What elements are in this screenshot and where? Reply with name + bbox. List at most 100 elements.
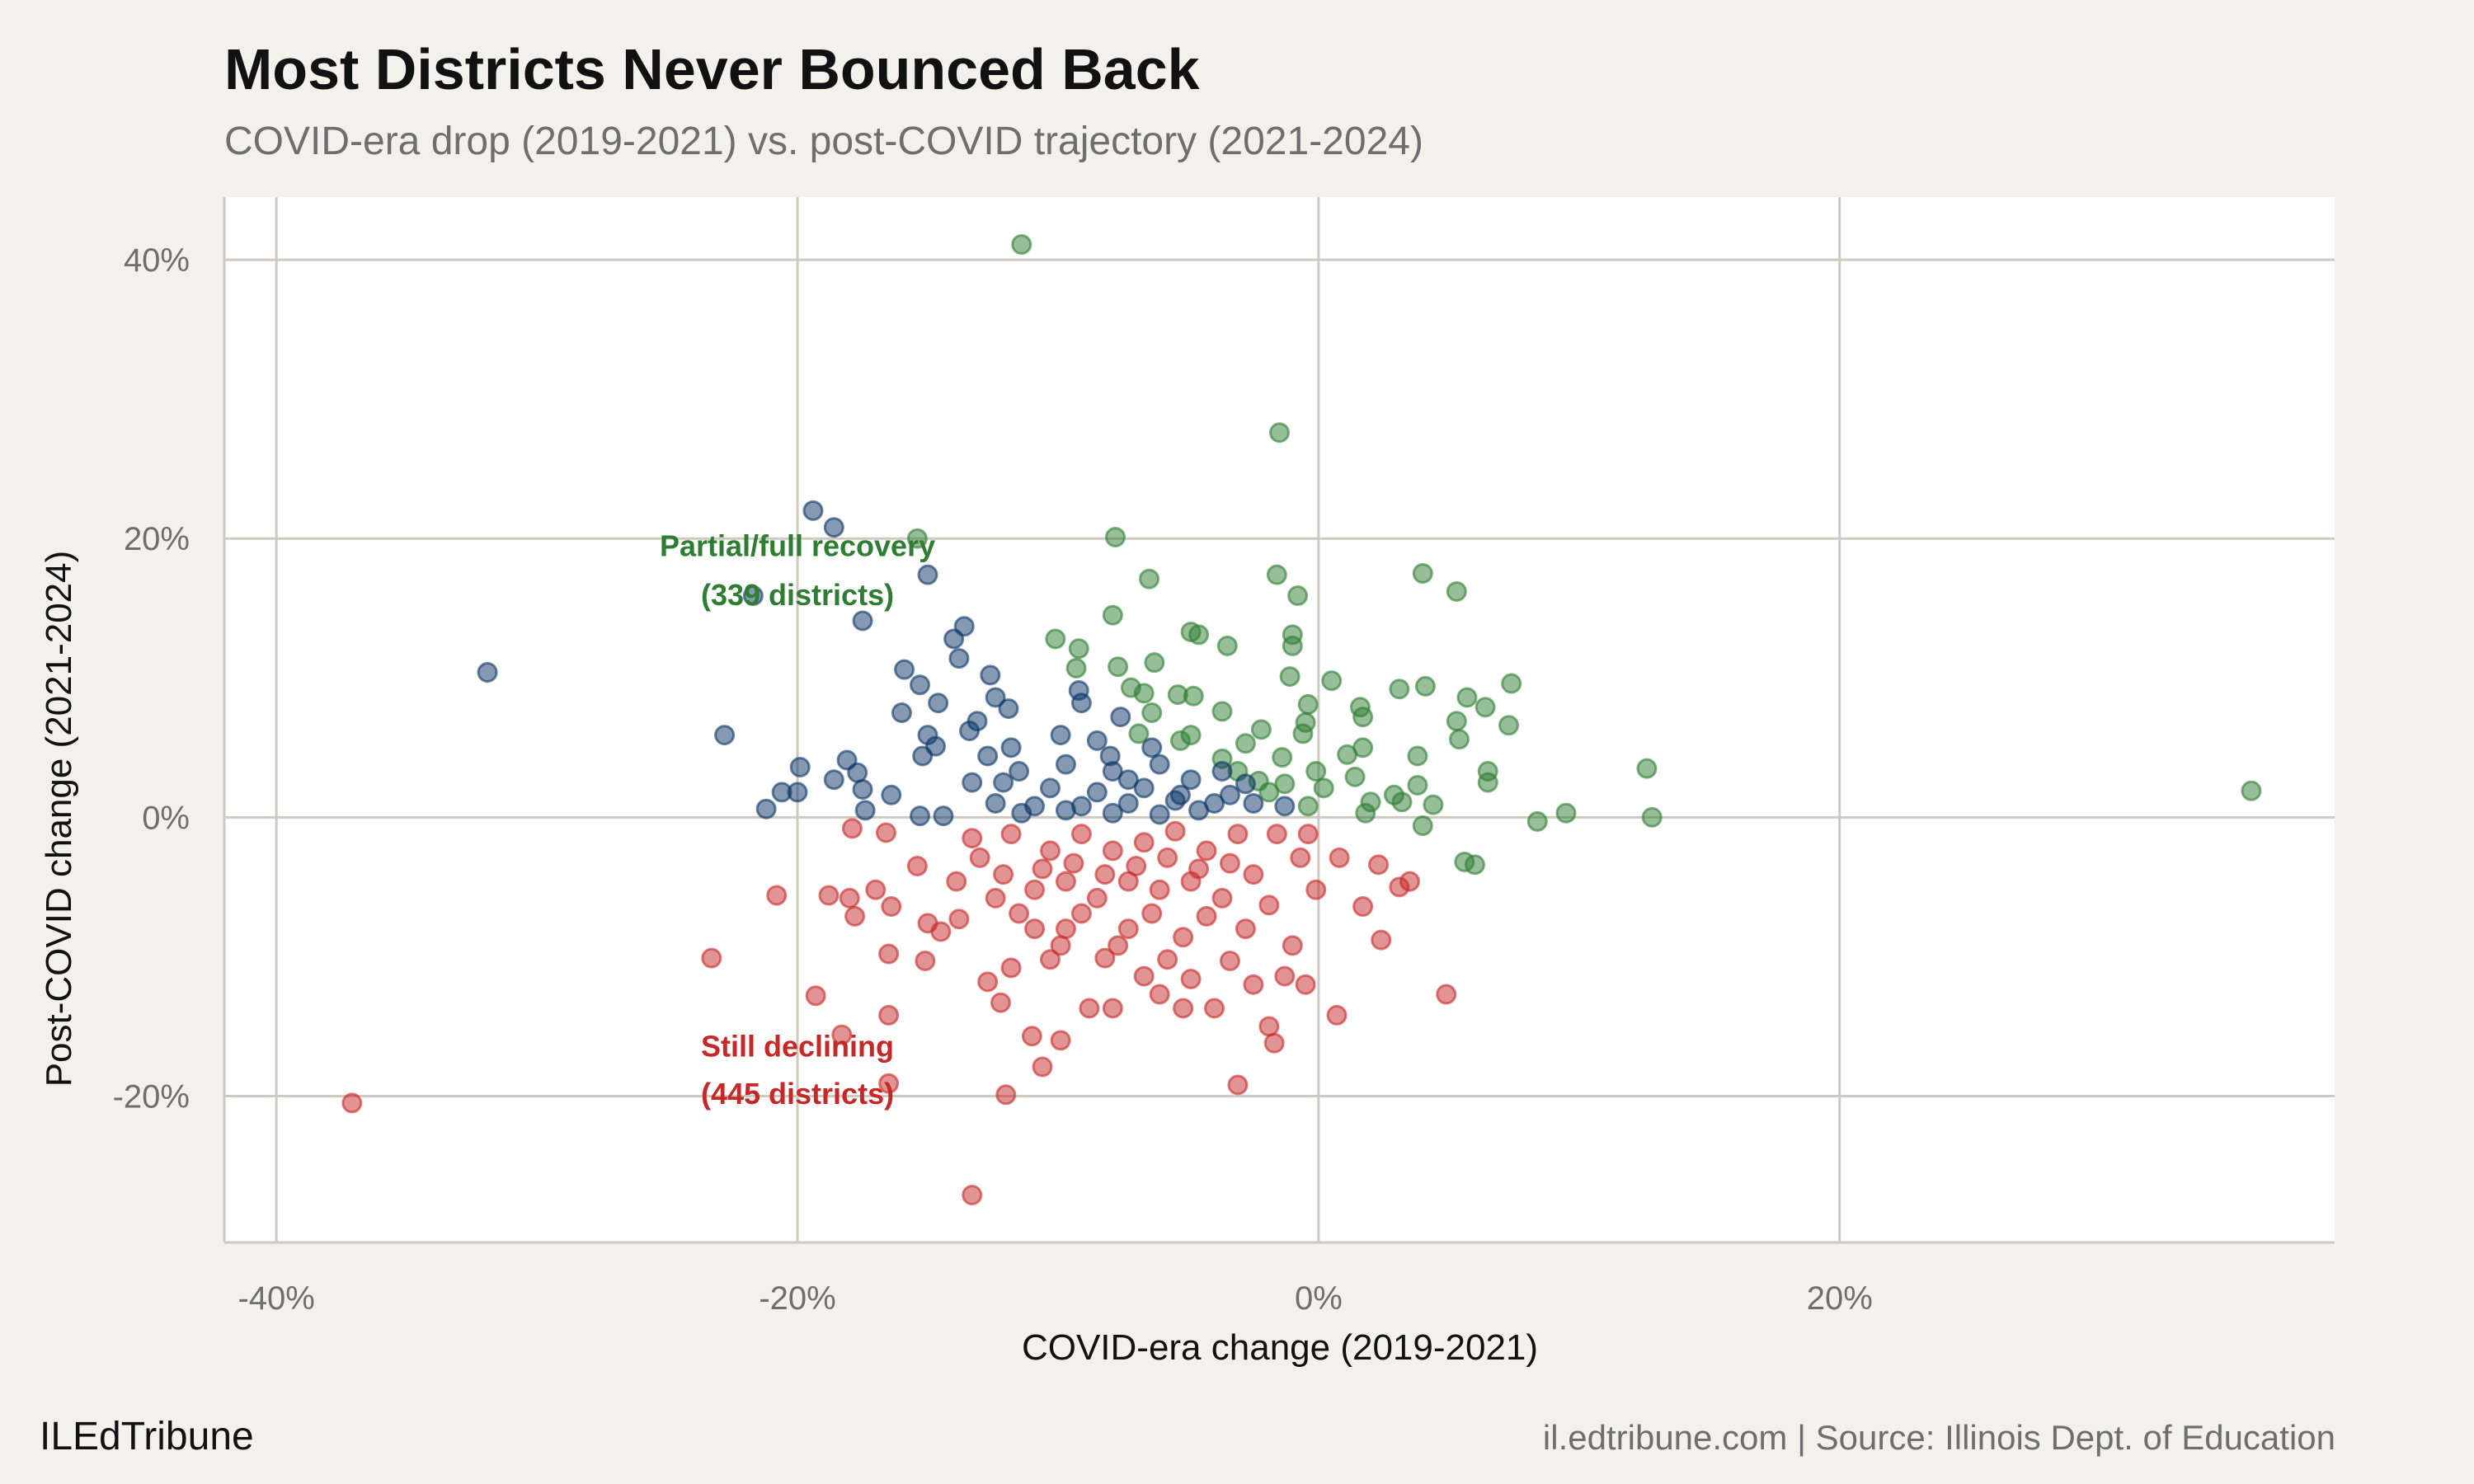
data-point-declining bbox=[844, 905, 866, 927]
data-point-recovered bbox=[1133, 683, 1155, 704]
data-point-declining bbox=[1227, 824, 1249, 845]
y-tick-label: 0% bbox=[142, 800, 190, 836]
chart-title: Most Districts Never Bounced Back bbox=[224, 37, 1200, 101]
data-point-declining bbox=[881, 896, 902, 918]
data-point-partial bbox=[755, 798, 777, 819]
data-point-declining bbox=[805, 985, 826, 1007]
data-point-recovered bbox=[1313, 777, 1334, 799]
data-point-recovered bbox=[1279, 666, 1300, 688]
data-point-declining bbox=[993, 864, 1014, 885]
data-point-declining bbox=[1009, 903, 1030, 924]
data-point-declining bbox=[1102, 840, 1123, 862]
data-point-partial bbox=[1149, 804, 1170, 825]
data-point-declining bbox=[1211, 887, 1233, 909]
data-point-partial bbox=[980, 665, 1001, 686]
data-point-partial bbox=[910, 674, 931, 696]
data-point-declining bbox=[1258, 895, 1280, 916]
data-point-partial bbox=[977, 745, 999, 767]
data-point-declining bbox=[1164, 820, 1186, 842]
data-point-partial bbox=[1011, 802, 1032, 824]
data-point-declining bbox=[1070, 824, 1092, 845]
data-point-partial bbox=[910, 805, 931, 827]
data-point-recovered bbox=[1011, 233, 1032, 255]
data-point-declining bbox=[990, 992, 1011, 1013]
data-point-partial bbox=[993, 772, 1014, 793]
data-point-partial bbox=[1055, 754, 1076, 775]
data-point-recovered bbox=[1641, 806, 1663, 828]
data-point-declining bbox=[1274, 965, 1296, 987]
data-point-recovered bbox=[1274, 773, 1296, 795]
data-point-recovered bbox=[1412, 562, 1433, 584]
data-point-declining bbox=[948, 909, 970, 930]
data-point-partial bbox=[917, 564, 938, 585]
data-point-recovered bbox=[1167, 684, 1188, 706]
data-point-partial bbox=[962, 772, 983, 793]
data-point-declining bbox=[1070, 903, 1092, 924]
data-point-recovered bbox=[1292, 723, 1314, 744]
data-point-recovered bbox=[1448, 729, 1470, 750]
data-point-recovered bbox=[1456, 687, 1478, 708]
data-point-partial bbox=[742, 585, 764, 607]
data-point-declining bbox=[1063, 852, 1084, 874]
data-point-declining bbox=[1196, 905, 1217, 927]
source-note: il.edtribune.com | Source: Illinois Dept… bbox=[1542, 1418, 2335, 1457]
chart-subtitle: COVID-era drop (2019-2021) vs. post-COVI… bbox=[224, 120, 1423, 163]
brand-logo-text: ILEdTribune bbox=[40, 1415, 254, 1458]
data-point-declining bbox=[818, 885, 840, 906]
data-point-declining bbox=[1094, 864, 1116, 885]
data-point-recovered bbox=[1068, 638, 1089, 660]
data-point-partial bbox=[943, 628, 965, 650]
data-point-partial bbox=[847, 762, 868, 783]
data-point-declining bbox=[1086, 887, 1108, 909]
data-point-recovered bbox=[1169, 730, 1191, 751]
data-point-declining bbox=[875, 822, 896, 843]
data-point-declining bbox=[995, 1084, 1017, 1106]
data-point-declining bbox=[930, 921, 952, 942]
data-point-declining bbox=[1133, 965, 1155, 987]
data-point-recovered bbox=[1272, 747, 1293, 768]
data-point-partial bbox=[998, 697, 1019, 719]
y-tick-label: 20% bbox=[124, 521, 190, 557]
data-point-partial bbox=[1117, 769, 1139, 791]
data-point-partial bbox=[881, 784, 902, 805]
data-point-declining bbox=[1282, 935, 1303, 956]
data-point-declining bbox=[1258, 1016, 1280, 1037]
data-point-declining bbox=[1352, 896, 1374, 918]
data-point-declining bbox=[1141, 903, 1163, 924]
data-point-recovered bbox=[1501, 673, 1522, 694]
data-point-partial bbox=[477, 662, 498, 683]
data-point-declining bbox=[1243, 864, 1264, 885]
data-point-declining bbox=[1389, 876, 1410, 898]
data-point-partial bbox=[852, 779, 873, 801]
data-point-declining bbox=[1204, 998, 1225, 1019]
data-point-partial bbox=[928, 693, 949, 714]
data-point-recovered bbox=[1297, 693, 1319, 715]
data-point-declining bbox=[1371, 929, 1392, 951]
data-point-recovered bbox=[1337, 744, 1358, 765]
data-point-declining bbox=[839, 887, 860, 909]
data-point-partial bbox=[1219, 784, 1240, 805]
data-point-partial bbox=[1274, 796, 1296, 817]
data-point-partial bbox=[1188, 800, 1210, 821]
data-point-declining bbox=[841, 818, 863, 839]
data-point-declining bbox=[878, 1073, 900, 1094]
data-point-declining bbox=[1000, 824, 1022, 845]
data-point-partial bbox=[1117, 792, 1139, 814]
data-point-recovered bbox=[1477, 772, 1498, 793]
data-point-partial bbox=[823, 517, 844, 538]
data-point-partial bbox=[891, 702, 912, 724]
data-point-recovered bbox=[1269, 422, 1290, 444]
data-point-declining bbox=[1117, 918, 1139, 940]
data-point-declining bbox=[1079, 998, 1100, 1019]
data-point-recovered bbox=[1446, 580, 1467, 602]
data-point-recovered bbox=[1414, 675, 1436, 697]
data-point-partial bbox=[789, 756, 811, 777]
x-tick-label: -40% bbox=[238, 1280, 314, 1317]
data-point-partial bbox=[823, 769, 844, 791]
data-point-partial bbox=[1000, 737, 1022, 758]
data-point-recovered bbox=[1141, 702, 1163, 724]
data-point-recovered bbox=[1305, 761, 1327, 782]
data-point-partial bbox=[771, 782, 793, 803]
data-point-recovered bbox=[1139, 568, 1160, 589]
data-point-declining bbox=[1243, 974, 1264, 995]
